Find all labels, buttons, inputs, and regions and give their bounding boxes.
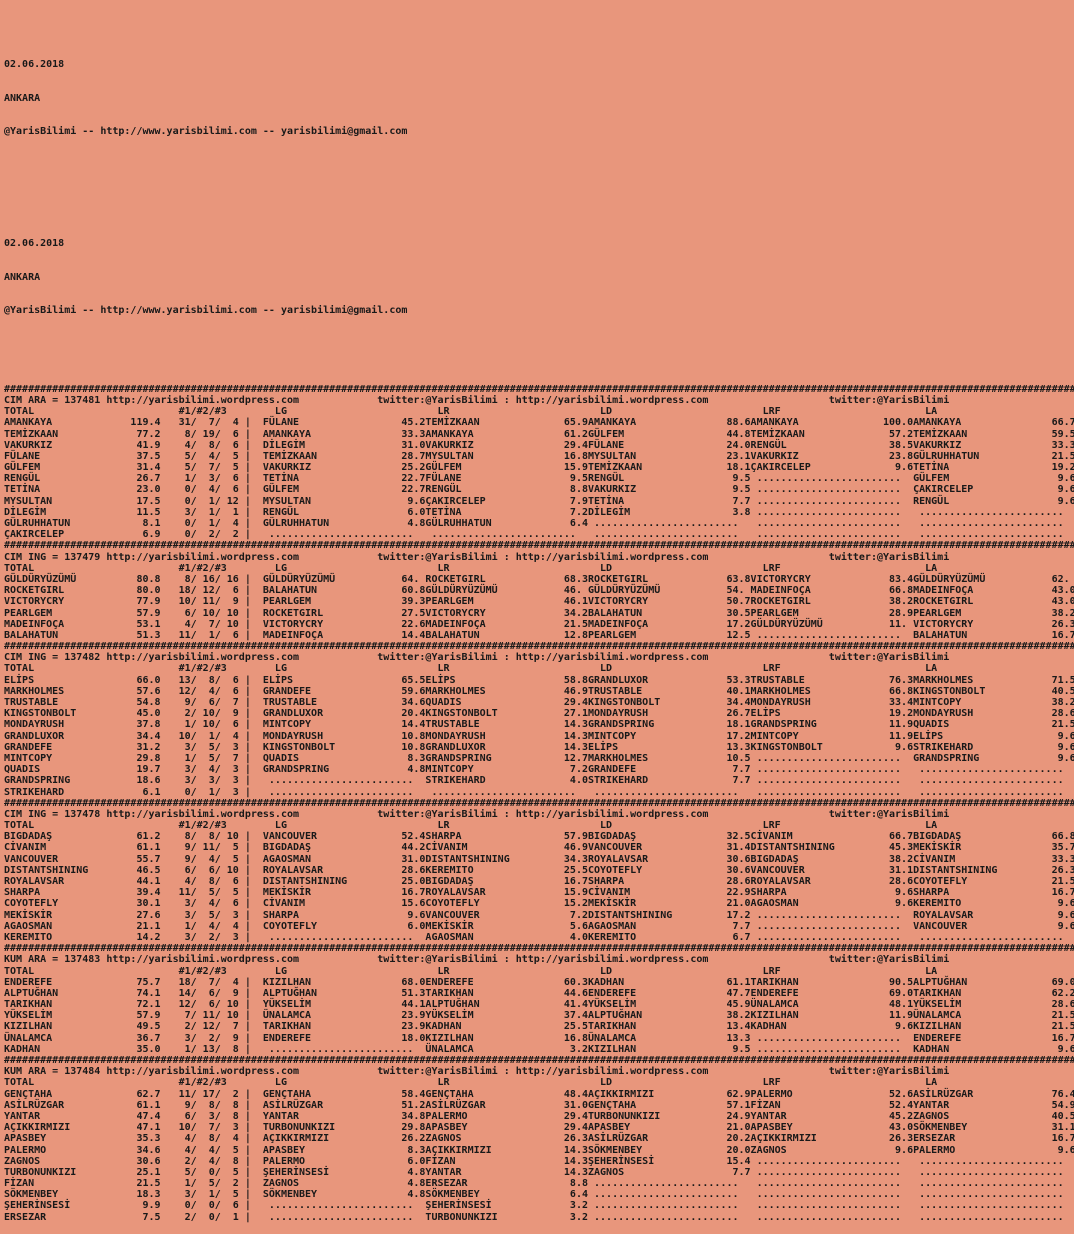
table-row: VICTORYCRY 77.9 10/ 11/ 9 | PEARLGEM 39.… [4,596,1074,608]
table-row: SÖKMENBEY 18.3 3/ 1/ 5 | SÖKMENBEY 4.8SÖ… [4,1189,1074,1201]
table-row: KIZILHAN 49.5 2/ 12/ 7 | TARIKHAN 23.9KA… [4,1021,1074,1033]
section-title-line: KUM ARA = 137484 http://yarisbilimi.word… [4,1066,950,1078]
table-row: ZAGNOS 30.6 2/ 4/ 8 | PALERMO 6.0FİZAN 1… [4,1155,1074,1167]
report-city: ANKARA [4,271,41,283]
section-title-line: CIM ARA = 137481 http://yarisbilimi.word… [4,394,950,406]
section-title-line: CIM ING = 137479 http://yarisbilimi.word… [4,551,950,563]
report-header-repeat: 02.06.2018 ANKARA @YarisBilimi -- http:/… [4,216,1074,339]
table-row: COYOTEFLY 30.1 3/ 4/ 6 | CİVANIM 15.6COY… [4,898,1074,910]
section-columns-line: TOTAL #1/#2/#3 LG LR LD LRF LA [4,1077,1074,1089]
section-separator: ########################################… [4,797,1074,809]
report-contact: @YarisBilimi -- http://www.yarisbilimi.c… [4,126,408,138]
table-row: GRANDSPRING 18.6 3/ 3/ 3 | .............… [4,775,1074,787]
table-row: BIGDADAŞ 61.2 8/ 8/ 10 | VANCOUVER 52.4S… [4,831,1074,843]
table-row: ŞEHERİNSESİ 9.9 0/ 0/ 6 | ..............… [4,1200,1074,1212]
table-row: ALPTUĞHAN 74.1 14/ 6/ 9 | ALPTUĞHAN 51.3… [4,987,1074,999]
table-row: MARKHOLMES 57.6 12/ 4/ 6 | GRANDEFE 59.6… [4,685,1074,697]
table-row: BALAHATUN 51.3 11/ 1/ 6 | MADEINFOÇA 14.… [4,629,1074,641]
section-separator: ########################################… [4,1055,1074,1067]
race-section: ########################################… [4,540,1074,641]
race-section: ########################################… [4,943,1074,1055]
table-row: GRANDLUXOR 34.4 10/ 1/ 4 | MONDAYRUSH 10… [4,730,1074,742]
report-date: 02.06.2018 [4,59,65,71]
race-section: ########################################… [4,641,1074,798]
table-row: CİVANIM 61.1 9/ 11/ 5 | BIGDADAŞ 44.2CİV… [4,842,1074,854]
table-row: YANTAR 47.4 6/ 3/ 8 | YANTAR 34.8PALERMO… [4,1110,1074,1122]
race-section: ########################################… [4,1055,1074,1223]
table-row: VAKURKIZ 41.9 4/ 8/ 6 | DİLEGİM 31.0VAKU… [4,439,1074,451]
race-sections: ########################################… [4,384,1074,1223]
report-header-top: 02.06.2018 ANKARA @YarisBilimi -- http:/… [4,37,1074,160]
section-columns-line: TOTAL #1/#2/#3 LG LR LD LRF LA [4,663,1074,675]
table-row: GÜLRUHHATUN 8.1 0/ 1/ 4 | GÜLRUHHATUN 4.… [4,518,1074,530]
table-row: QUADIS 19.7 3/ 4/ 3 | GRANDSPRING 4.8MIN… [4,764,1074,776]
table-row: FİZAN 21.5 1/ 5/ 2 | ZAGNOS 4.8ERSEZAR 8… [4,1178,1074,1190]
section-title-line: KUM ARA = 137483 http://yarisbilimi.word… [4,954,950,966]
report-date: 02.06.2018 [4,238,65,250]
table-row: MONDAYRUSH 37.8 1/ 10/ 6 | MINTCOPY 14.4… [4,719,1074,731]
table-row: GRANDEFE 31.2 3/ 5/ 3 | KINGSTONBOLT 10.… [4,741,1074,753]
table-row: ERSEZAR 7.5 2/ 0/ 1 | ..................… [4,1211,1074,1223]
table-row: APASBEY 35.3 4/ 8/ 4 | AÇIKKIRMIZI 26.2Z… [4,1133,1074,1145]
race-section: ########################################… [4,384,1074,541]
table-row: TETİNA 23.0 0/ 4/ 6 | GÜLFEM 22.7RENGÜL … [4,484,1074,496]
table-row: ENDEREFE 75.7 18/ 7/ 4 | KIZILHAN 68.0EN… [4,976,1074,988]
section-columns-line: TOTAL #1/#2/#3 LG LR LD LRF LA [4,965,1074,977]
table-row: MYSULTAN 17.5 0/ 1/ 12 | MYSULTAN 9.6ÇAK… [4,495,1074,507]
table-row: AGAOSMAN 21.1 1/ 4/ 4 | COYOTEFLY 6.0MEK… [4,920,1074,932]
table-row: GÜLFEM 31.4 5/ 7/ 5 | VAKURKIZ 25.2GÜLFE… [4,462,1074,474]
table-row: ASİLRÜZGAR 61.1 9/ 8/ 8 | ASİLRÜZGAR 51.… [4,1099,1074,1111]
table-row: PALERMO 34.6 4/ 4/ 5 | APASBEY 8.3AÇIKKI… [4,1144,1074,1156]
section-separator: ########################################… [4,383,1074,395]
table-row: MEKİSKİR 27.6 3/ 5/ 3 | SHARPA 9.6VANCOU… [4,909,1074,921]
table-row: RENGÜL 26.7 1/ 3/ 6 | TETİNA 22.7FÜLANE … [4,473,1074,485]
table-row: AÇIKKIRMIZI 47.1 10/ 7/ 3 | TURBONUNKIZI… [4,1122,1074,1134]
table-row: KEREMITO 14.2 3/ 2/ 3 | ................… [4,931,1074,943]
table-row: SHARPA 39.4 11/ 5/ 5 | MEKİSKİR 16.7ROYA… [4,887,1074,899]
table-row: ÇAKIRCELEP 6.9 0/ 2/ 2 | ...............… [4,529,1074,541]
report-city: ANKARA [4,92,41,104]
table-row: TRUSTABLE 54.8 9/ 6/ 7 | TRUSTABLE 34.6Q… [4,697,1074,709]
section-separator: ########################################… [4,540,1074,552]
table-row: ELİPS 66.0 13/ 8/ 6 | ELİPS 65.5ELİPS 58… [4,674,1074,686]
section-separator: ########################################… [4,641,1074,653]
table-row: DİLEGİM 11.5 3/ 1/ 1 | RENGÜL 6.0TETİNA … [4,506,1074,518]
table-row: ROYALAVSAR 44.1 4/ 8/ 6 | DISTANTSHINING… [4,876,1074,888]
table-row: TURBONUNKIZI 25.1 5/ 0/ 5 | ŞEHERİNSESİ … [4,1166,1074,1178]
table-row: AMANKAYA 119.4 31/ 7/ 4 | FÜLANE 45.2TEM… [4,417,1074,429]
table-row: ÜNALAMCA 36.7 3/ 2/ 9 | ENDEREFE 18.0KIZ… [4,1032,1074,1044]
table-row: FÜLANE 37.5 5/ 4/ 5 | TEMİZKAAN 28.7MYSU… [4,450,1074,462]
table-row: KINGSTONBOLT 45.0 2/ 10/ 9 | GRANDLUXOR … [4,708,1074,720]
table-row: STRIKEHARD 6.1 0/ 1/ 3 | ...............… [4,786,1074,798]
report-contact: @YarisBilimi -- http://www.yarisbilimi.c… [4,305,408,317]
table-row: DISTANTSHINING 46.5 6/ 6/ 10 | ROYALAVSA… [4,864,1074,876]
table-row: MADEINFOÇA 53.1 4/ 7/ 10 | VICTORYCRY 22… [4,618,1074,630]
table-row: KADHAN 35.0 1/ 13/ 8 | .................… [4,1043,1074,1055]
table-row: ROCKETGIRL 80.0 18/ 12/ 6 | BALAHATUN 60… [4,585,1074,597]
section-title-line: CIM ING = 137478 http://yarisbilimi.word… [4,808,950,820]
table-row: TARIKHAN 72.1 12/ 6/ 10 | YÜKSELİM 44.1A… [4,999,1074,1011]
section-separator: ########################################… [4,943,1074,955]
table-row: MINTCOPY 29.8 1/ 5/ 7 | QUADIS 8.3GRANDS… [4,752,1074,764]
section-title-line: CIM ING = 137482 http://yarisbilimi.word… [4,652,950,664]
section-columns-line: TOTAL #1/#2/#3 LG LR LD LRF LA [4,406,1074,418]
table-row: TEMİZKAAN 77.2 8/ 19/ 6 | AMANKAYA 33.3A… [4,428,1074,440]
section-columns-line: TOTAL #1/#2/#3 LG LR LD LRF LA [4,562,1074,574]
section-columns-line: TOTAL #1/#2/#3 LG LR LD LRF LA [4,820,1074,832]
table-row: VANCOUVER 55.7 9/ 4/ 5 | AGAOSMAN 31.0DI… [4,853,1074,865]
table-row: PEARLGEM 57.9 6/ 10/ 10 | ROCKETGIRL 27.… [4,607,1074,619]
race-section: ########################################… [4,798,1074,943]
table-row: GÜLDÜRYÜZÜMÜ 80.8 8/ 16/ 16 | GÜLDÜRYÜZÜ… [4,573,1074,585]
table-row: GENÇTAHA 62.7 11/ 17/ 2 | GENÇTAHA 58.4G… [4,1088,1074,1100]
table-row: YÜKSELİM 57.9 7/ 11/ 10 | ÜNALAMCA 23.9Y… [4,1010,1074,1022]
